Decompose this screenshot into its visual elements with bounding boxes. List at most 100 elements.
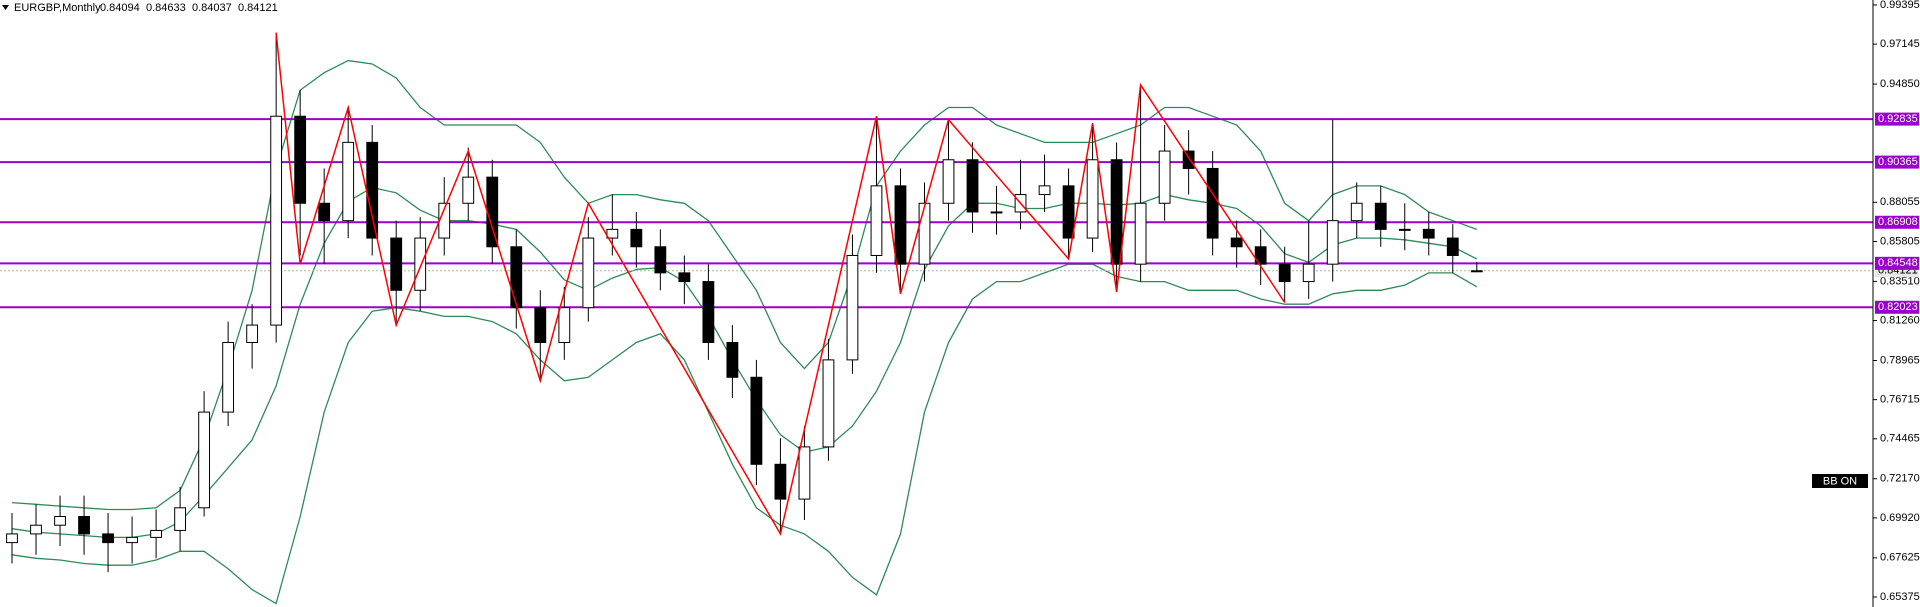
- candle: [702, 264, 715, 360]
- candle-body: [366, 141, 379, 239]
- candle: [150, 509, 162, 559]
- candle: [582, 217, 595, 322]
- candle: [1254, 229, 1267, 286]
- band-line: [11, 186, 1478, 539]
- candle: [1302, 220, 1315, 299]
- y-tick-label: 0.78965: [1880, 354, 1920, 366]
- candle: [630, 211, 643, 268]
- candle: [294, 90, 307, 256]
- candle-body: [870, 185, 883, 256]
- candle-body: [1470, 270, 1483, 273]
- candle: [1470, 261, 1483, 273]
- candle: [126, 516, 138, 564]
- candle: [894, 168, 907, 294]
- candle-body: [750, 376, 763, 465]
- candle-body: [198, 411, 211, 509]
- candle: [342, 107, 355, 239]
- candle: [1230, 220, 1243, 268]
- candle-body: [1110, 159, 1123, 265]
- y-tick-label: 0.65375: [1880, 591, 1920, 603]
- candle: [1278, 246, 1291, 303]
- candle-body: [1422, 228, 1435, 239]
- candle: [198, 391, 211, 517]
- candle-body: [1254, 246, 1267, 265]
- candle: [726, 325, 739, 399]
- candle-body: [78, 516, 90, 535]
- candle: [30, 504, 42, 555]
- candle-body: [126, 536, 138, 544]
- candle: [942, 119, 955, 221]
- indicator-label: BB ON: [1823, 475, 1857, 487]
- y-tick-label: 0.81260: [1880, 314, 1920, 326]
- candle-body: [654, 246, 667, 274]
- candle-body: [1374, 202, 1387, 230]
- candle-body: [30, 524, 42, 535]
- candle-body: [990, 211, 1003, 214]
- band-line: [11, 263, 1478, 605]
- y-tick-label: 0.94850: [1880, 78, 1920, 90]
- candle: [414, 217, 427, 312]
- y-tick-label: 0.72170: [1880, 473, 1920, 485]
- candle-body: [1230, 237, 1243, 248]
- candle-body: [414, 237, 427, 291]
- candle: [462, 147, 475, 221]
- level-label-box: [1875, 300, 1919, 314]
- candle-body: [1278, 263, 1291, 283]
- candle: [1374, 185, 1387, 247]
- ohlc-readout: 0.84094 0.84633 0.84037 0.84121: [100, 2, 278, 14]
- candle-body: [1302, 263, 1315, 283]
- candle: [1062, 168, 1075, 259]
- candle-body: [342, 141, 355, 222]
- candle-body: [1182, 150, 1195, 169]
- candle: [1206, 151, 1219, 256]
- candle: [1038, 154, 1051, 212]
- candle-body: [582, 237, 595, 309]
- candle-body: [510, 246, 523, 309]
- candle: [390, 220, 403, 326]
- candle: [54, 495, 66, 547]
- candle: [534, 290, 547, 381]
- candle: [966, 142, 979, 233]
- candle: [822, 339, 835, 461]
- candle-body: [1398, 228, 1411, 231]
- candle: [798, 426, 811, 520]
- candle: [246, 304, 259, 369]
- level-label: 0.86908: [1878, 216, 1918, 228]
- plot-area: [0, 32, 1873, 605]
- ohlc-value: 0.84121: [238, 2, 278, 14]
- candle: [846, 234, 859, 374]
- y-tick-label: 0.83510: [1880, 275, 1920, 287]
- menu-arrow[interactable]: [2, 5, 9, 10]
- candle: [774, 438, 787, 534]
- level-label: 0.82023: [1878, 301, 1918, 313]
- candle: [1134, 84, 1147, 282]
- candle-body: [1350, 202, 1363, 222]
- y-tick-label: 0.88055: [1880, 196, 1920, 208]
- candle: [102, 513, 114, 573]
- candle-body: [390, 237, 403, 291]
- candle-body: [6, 533, 18, 544]
- candle: [870, 116, 883, 273]
- candle-body: [630, 228, 643, 248]
- level-label-box: [1875, 155, 1919, 169]
- candle: [1182, 130, 1195, 195]
- level-label-box: [1875, 215, 1919, 229]
- level-label: 0.84548: [1878, 257, 1918, 269]
- candle-body: [558, 307, 571, 343]
- candle: [78, 495, 90, 555]
- ohlc-value: 0.84037: [192, 2, 232, 14]
- y-tick-label: 0.97145: [1880, 38, 1920, 50]
- candle-body: [150, 529, 162, 538]
- candle: [918, 182, 931, 282]
- candle-body: [1062, 185, 1075, 239]
- candle: [1398, 203, 1411, 251]
- indicator-badge: [1812, 474, 1868, 488]
- candle-body: [1326, 220, 1339, 265]
- level-label: 0.92835: [1878, 113, 1918, 125]
- candle-body: [846, 254, 859, 361]
- candle-body: [1158, 150, 1171, 204]
- y-tick-label: 0.99395: [1880, 0, 1920, 11]
- y-tick-label: 0.76715: [1880, 394, 1920, 406]
